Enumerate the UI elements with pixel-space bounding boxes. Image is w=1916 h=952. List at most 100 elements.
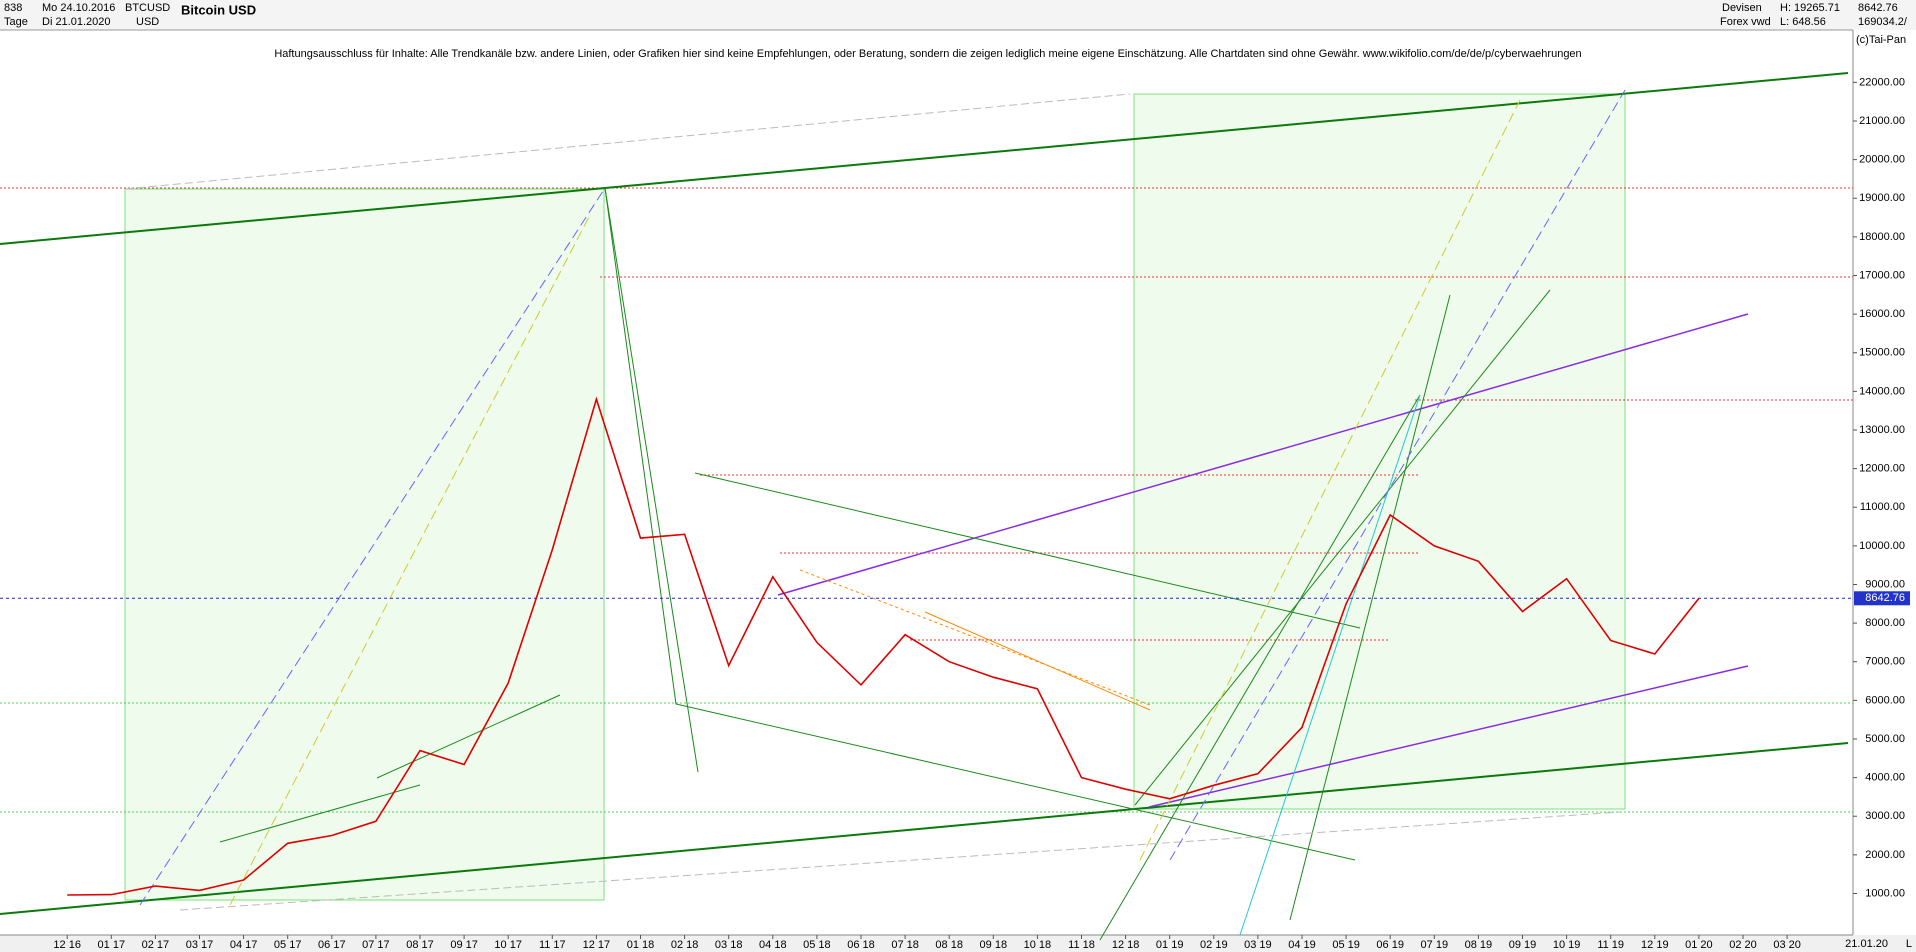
y-tick-label: 15000.00 bbox=[1859, 347, 1905, 359]
market: Devisen bbox=[1722, 2, 1762, 14]
last-price-header: 8642.76 bbox=[1858, 2, 1898, 14]
x-tick-label: 05 17 bbox=[274, 939, 302, 951]
source: Forex vwd bbox=[1720, 16, 1771, 28]
x-tick-label: 06 18 bbox=[847, 939, 875, 951]
x-tick-label: 12 16 bbox=[53, 939, 81, 951]
trend-line bbox=[1099, 394, 1421, 941]
x-tick-label: 06 17 bbox=[318, 939, 346, 951]
x-tick-label: 02 18 bbox=[671, 939, 699, 951]
y-tick-label: 17000.00 bbox=[1859, 269, 1905, 281]
trend-line bbox=[229, 214, 591, 906]
y-tick-label: 9000.00 bbox=[1865, 578, 1905, 590]
trend-line bbox=[1139, 99, 1521, 861]
drawings bbox=[0, 72, 1853, 941]
trend-line bbox=[777, 313, 1749, 596]
x-tick-label: 11 17 bbox=[539, 939, 566, 951]
y-tick-label: 7000.00 bbox=[1865, 656, 1905, 668]
x-tick-label: 12 19 bbox=[1641, 939, 1669, 951]
trend-line bbox=[604, 187, 677, 705]
trend-line bbox=[924, 611, 1151, 711]
volume: 169034.2/ bbox=[1858, 16, 1908, 28]
x-tick-label: 08 17 bbox=[406, 939, 434, 951]
scale-label: L bbox=[1906, 938, 1912, 950]
y-tick-label: 19000.00 bbox=[1859, 192, 1905, 204]
x-tick-label: 07 19 bbox=[1421, 939, 1449, 951]
copyright: (c)Tai-Pan bbox=[1856, 34, 1906, 46]
y-tick-label: 5000.00 bbox=[1865, 733, 1905, 745]
trend-line bbox=[675, 703, 1356, 861]
y-tick-label: 12000.00 bbox=[1859, 463, 1905, 475]
trend-line bbox=[604, 187, 699, 773]
date-label: 21.01.20 bbox=[1845, 938, 1888, 950]
x-tick-label: 07 18 bbox=[891, 939, 919, 951]
y-tick-label: 13000.00 bbox=[1859, 424, 1905, 436]
y-tick-label: 6000.00 bbox=[1865, 694, 1905, 706]
x-tick-label: 10 19 bbox=[1553, 939, 1581, 951]
x-tick-label: 02 19 bbox=[1200, 939, 1228, 951]
trend-line bbox=[139, 187, 606, 906]
trend-line bbox=[376, 694, 561, 779]
y-tick-label: 10000.00 bbox=[1859, 540, 1905, 552]
header-bar bbox=[0, 0, 1916, 30]
date-from: Mo 24.10.2016 bbox=[42, 2, 115, 14]
x-tick-label: 03 20 bbox=[1773, 939, 1801, 951]
channel-box bbox=[124, 188, 605, 901]
x-tick-label: 05 19 bbox=[1332, 939, 1360, 951]
y-tick-label: 2000.00 bbox=[1865, 849, 1905, 861]
y-tick-label: 18000.00 bbox=[1859, 231, 1905, 243]
symbol: BTCUSD bbox=[125, 2, 170, 14]
x-tick-label: 04 18 bbox=[759, 939, 787, 951]
trend-line bbox=[1134, 289, 1551, 806]
x-tick-label: 08 19 bbox=[1465, 939, 1493, 951]
x-tick-label: 01 20 bbox=[1685, 939, 1713, 951]
period: Tage bbox=[4, 16, 28, 28]
high: H: 19265.71 bbox=[1780, 2, 1840, 14]
trend-line bbox=[124, 93, 1131, 190]
trend-line bbox=[1289, 294, 1451, 921]
x-tick-label: 02 17 bbox=[142, 939, 170, 951]
x-tick-label: 11 18 bbox=[1068, 939, 1095, 951]
x-axis-bar bbox=[0, 935, 1916, 952]
trend-line bbox=[799, 569, 1151, 706]
last-price-label: 8642.76 bbox=[1865, 592, 1905, 604]
disclaimer: Haftungsausschluss für Inhalte: Alle Tre… bbox=[274, 48, 1581, 60]
last-price-box bbox=[1854, 591, 1910, 606]
x-tick-label: 10 18 bbox=[1024, 939, 1052, 951]
x-tick-label: 07 17 bbox=[362, 939, 390, 951]
trend-line bbox=[1239, 394, 1421, 936]
x-tick-label: 04 17 bbox=[230, 939, 258, 951]
y-tick-label: 16000.00 bbox=[1859, 308, 1905, 320]
x-tick-label: 03 19 bbox=[1244, 939, 1272, 951]
trend-line bbox=[0, 742, 1849, 915]
y-tick-label: 22000.00 bbox=[1859, 76, 1905, 88]
y-tick-label: 11000.00 bbox=[1860, 501, 1905, 513]
x-tick-label: 02 20 bbox=[1729, 939, 1757, 951]
trend-line bbox=[694, 472, 1361, 629]
x-tick-label: 05 18 bbox=[803, 939, 831, 951]
y-tick-label: 4000.00 bbox=[1865, 772, 1905, 784]
x-tick-label: 10 17 bbox=[494, 939, 522, 951]
x-tick-label: 03 17 bbox=[186, 939, 214, 951]
y-tick-label: 8000.00 bbox=[1865, 617, 1905, 629]
y-tick-label: 3000.00 bbox=[1865, 810, 1905, 822]
x-tick-label: 01 18 bbox=[627, 939, 655, 951]
trend-line bbox=[0, 72, 1849, 245]
y-tick-label: 1000.00 bbox=[1865, 887, 1905, 899]
x-tick-label: 09 17 bbox=[450, 939, 478, 951]
y-tick-label: 14000.00 bbox=[1859, 385, 1905, 397]
currency: USD bbox=[136, 16, 159, 28]
trend-line bbox=[219, 784, 421, 843]
x-tick-label: 01 19 bbox=[1156, 939, 1184, 951]
x-tick-label: 11 19 bbox=[1597, 939, 1624, 951]
y-tick-label: 20000.00 bbox=[1859, 154, 1905, 166]
trend-line bbox=[1148, 665, 1749, 808]
trend-line bbox=[179, 811, 1621, 911]
x-tick-label: 01 17 bbox=[98, 939, 126, 951]
x-tick-label: 08 18 bbox=[935, 939, 963, 951]
x-tick-label: 04 19 bbox=[1288, 939, 1316, 951]
price-line bbox=[67, 396, 1700, 896]
date-to: Di 21.01.2020 bbox=[42, 16, 111, 28]
x-tick-label: 09 19 bbox=[1509, 939, 1537, 951]
